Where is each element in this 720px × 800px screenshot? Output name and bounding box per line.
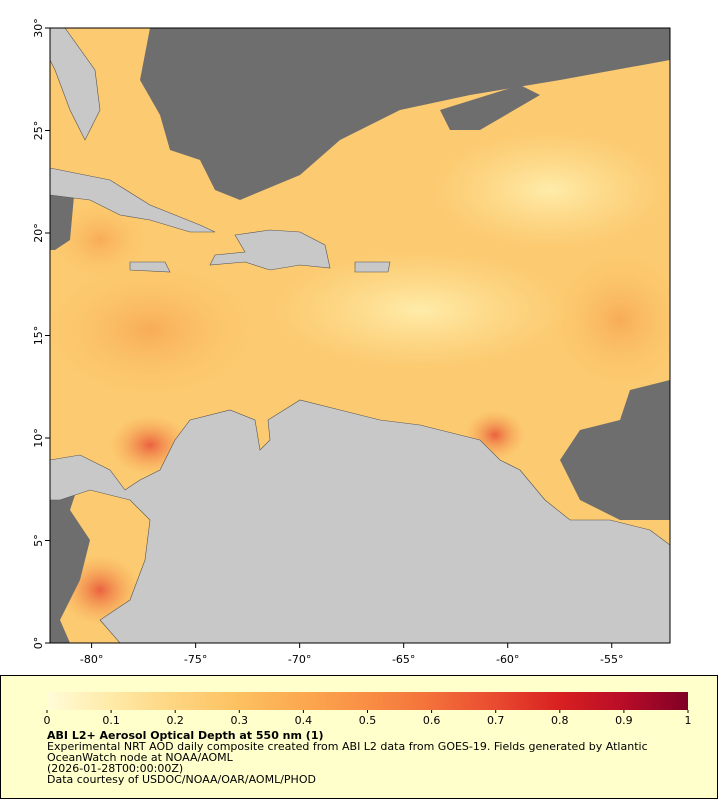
aod-patch (550, 250, 670, 390)
colorbar-tick-label: 0.9 (615, 714, 633, 727)
x-tick-label: -70° (288, 653, 311, 666)
south-america (50, 399, 670, 643)
aod-patch (430, 130, 670, 250)
y-tick-label: 30° (32, 18, 45, 38)
colorbar-tick-label: 0.4 (295, 714, 313, 727)
y-tick-label: 0° (32, 637, 45, 650)
cloud (560, 380, 670, 520)
hispaniola (209, 229, 331, 271)
caption-description: Experimental NRT AOD daily composite cre… (47, 740, 648, 764)
caption-time: (2026-01-28T00:00:00Z) (47, 762, 184, 775)
map-chart: -80° -75° -70° -65° -60° -55° 0° 5° 10° 15° 20° 25°… (32, 18, 671, 666)
jamaica (129, 261, 171, 273)
colorbar-tick-label: 0.3 (231, 714, 249, 727)
y-tick-label: 5° (32, 534, 45, 547)
caption: ABI L2+ Aerosol Optical Depth at 550 nm … (47, 730, 677, 785)
caption-title: ABI L2+ Aerosol Optical Depth at 550 nm … (47, 729, 324, 742)
cloud (140, 28, 670, 200)
colorbar-tick-label: 0.8 (551, 714, 569, 727)
y-tick-label: 15° (32, 326, 45, 346)
colorbar-tick-label: 0.6 (423, 714, 441, 727)
colorbar-svg: 0 0.1 0.2 0.3 0.4 0.5 0.6 0.7 0.8 0.9 1 (44, 692, 692, 727)
colorbar-tick-label: 0.2 (166, 714, 184, 727)
x-tick-label: -75° (184, 653, 207, 666)
y-tick-label: 20° (32, 223, 45, 243)
aod-patch (50, 260, 260, 400)
cloud-mask (50, 28, 670, 643)
axis-ticks: -80° -75° -70° -65° -60° -55° 0° 5° 10° 15° 20° 25°… (32, 18, 623, 666)
puerto-rico (354, 261, 391, 273)
map-field (50, 28, 670, 643)
x-tick-label: -80° (80, 653, 103, 666)
aod-patch (50, 200, 150, 280)
cloud (440, 85, 540, 130)
colorbar-tick-label: 0.1 (102, 714, 120, 727)
cloud (50, 470, 90, 643)
x-tick-label: -65° (392, 653, 415, 666)
colorbar-tick-label: 0 (44, 714, 51, 727)
colorbar-tick-label: 0.5 (359, 714, 377, 727)
colorbar-tick-label: 0.7 (487, 714, 505, 727)
aod-patch (270, 250, 570, 370)
land (50, 28, 670, 643)
colorbar-scale (47, 692, 688, 710)
x-tick-label: -60° (496, 653, 519, 666)
y-tick-label: 10° (32, 428, 45, 448)
x-tick-label: -55° (600, 653, 623, 666)
colorbar-tick-label: 1 (685, 714, 692, 727)
caption-credit: Data courtesy of USDOC/NOAA/OAR/AOML/PHO… (47, 773, 316, 786)
cuba (50, 167, 216, 233)
florida (50, 28, 101, 141)
y-tick-label: 25° (32, 121, 45, 141)
